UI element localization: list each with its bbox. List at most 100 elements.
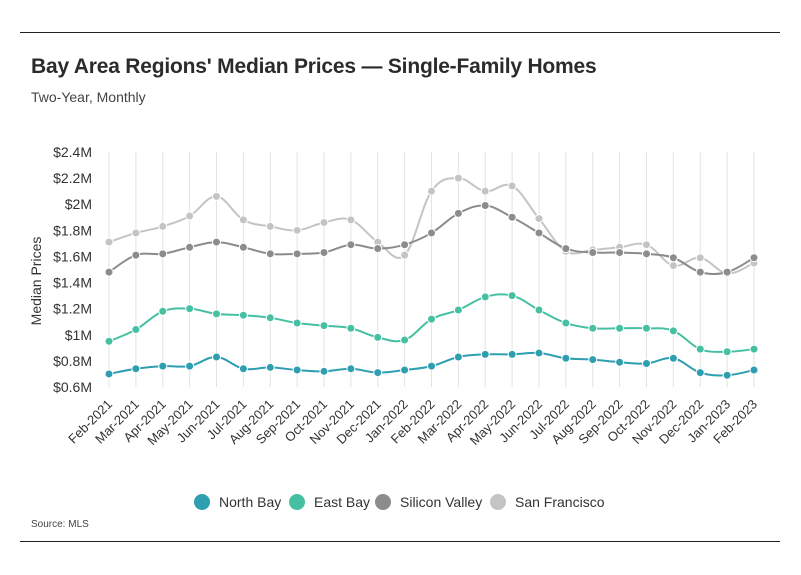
data-point xyxy=(588,323,598,333)
data-point xyxy=(319,366,329,376)
data-point xyxy=(695,368,705,378)
data-point xyxy=(507,291,517,301)
y-tick-label: $2M xyxy=(65,196,92,212)
legend-marker xyxy=(375,494,391,510)
data-point xyxy=(534,228,544,238)
data-point xyxy=(427,314,436,324)
source-note: Source: MLS xyxy=(31,519,89,530)
data-point xyxy=(131,228,141,238)
data-point xyxy=(131,250,141,260)
legend-label: North Bay xyxy=(219,494,281,510)
legend-item: North Bay xyxy=(194,494,281,510)
data-point xyxy=(722,267,732,277)
legend-marker xyxy=(194,494,210,510)
data-point xyxy=(668,261,678,271)
data-point xyxy=(400,240,410,250)
data-point xyxy=(507,349,517,359)
data-point xyxy=(292,318,302,328)
data-point xyxy=(642,359,651,368)
series-group xyxy=(104,173,759,380)
chart-title: Bay Area Regions' Median Prices — Single… xyxy=(31,55,597,78)
data-point xyxy=(373,244,383,254)
data-point xyxy=(104,369,114,379)
data-point xyxy=(346,215,356,225)
data-point xyxy=(507,181,517,191)
data-point xyxy=(373,332,383,342)
data-point xyxy=(185,361,195,371)
legend-marker xyxy=(289,494,305,510)
data-point xyxy=(695,267,705,277)
data-point xyxy=(212,237,221,247)
y-tick-label: $1.4M xyxy=(53,275,92,291)
data-point xyxy=(615,248,625,258)
data-point xyxy=(346,240,356,250)
legend-item: San Francisco xyxy=(490,494,605,510)
data-point xyxy=(615,357,625,367)
data-point xyxy=(158,249,168,259)
data-point xyxy=(749,365,759,375)
data-point xyxy=(373,368,383,378)
data-point xyxy=(400,365,410,375)
data-point xyxy=(453,173,463,183)
data-point xyxy=(265,362,275,372)
data-point xyxy=(561,353,571,363)
legend-label: Silicon Valley xyxy=(400,494,482,510)
data-point xyxy=(104,336,114,346)
y-tick-label: $1M xyxy=(65,327,92,343)
series-silicon-valley xyxy=(104,201,759,277)
data-point xyxy=(292,225,302,235)
y-tick-label: $1.6M xyxy=(53,248,92,264)
data-point xyxy=(104,237,114,247)
data-point xyxy=(534,348,544,358)
data-point xyxy=(427,186,436,196)
bottom-rule xyxy=(20,541,780,542)
data-point xyxy=(534,305,544,315)
data-point xyxy=(453,208,463,218)
data-point xyxy=(480,186,490,196)
y-tick-label: $1.2M xyxy=(53,301,92,317)
data-point xyxy=(346,323,356,333)
data-point xyxy=(695,253,705,263)
y-tick-label: $2.4M xyxy=(53,144,92,160)
data-point xyxy=(319,248,329,258)
data-point xyxy=(265,313,275,323)
data-point xyxy=(480,201,490,211)
data-point xyxy=(185,211,195,221)
data-point xyxy=(561,318,571,328)
data-point xyxy=(453,352,463,362)
data-point xyxy=(238,364,248,374)
data-point xyxy=(642,240,651,250)
legend-marker xyxy=(490,494,506,510)
data-point xyxy=(104,267,114,277)
grid-lines xyxy=(108,152,755,387)
data-point xyxy=(749,253,759,263)
data-point xyxy=(427,361,436,371)
data-point xyxy=(400,335,410,345)
y-tick-label: $0.8M xyxy=(53,353,92,369)
legend-item: East Bay xyxy=(289,494,370,510)
data-point xyxy=(238,310,248,320)
data-point xyxy=(642,323,651,333)
data-point xyxy=(292,365,302,375)
data-point xyxy=(319,218,329,227)
data-point xyxy=(212,309,221,319)
data-point xyxy=(722,370,732,380)
data-point xyxy=(668,353,678,363)
data-point xyxy=(615,323,625,333)
data-point xyxy=(265,221,275,231)
legend-label: East Bay xyxy=(314,494,370,510)
data-point xyxy=(427,228,436,238)
data-point xyxy=(212,191,221,201)
data-point xyxy=(588,355,598,365)
legend: North Bay East Bay Silicon Valley San Franc… xyxy=(194,494,605,510)
data-point xyxy=(480,292,490,302)
data-point xyxy=(668,326,678,336)
data-point xyxy=(346,364,356,374)
y-tick-label: $0.6M xyxy=(53,379,92,395)
data-point xyxy=(265,249,275,259)
data-point xyxy=(158,306,168,316)
data-point xyxy=(185,304,195,314)
data-point xyxy=(695,344,705,354)
data-point xyxy=(158,361,168,371)
